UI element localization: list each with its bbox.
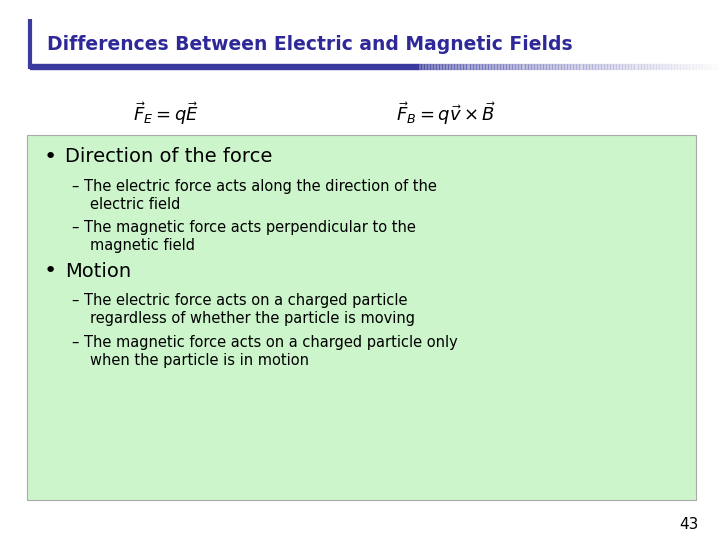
Text: $\vec{F}_E = q\vec{E}$: $\vec{F}_E = q\vec{E}$	[132, 100, 199, 127]
Text: •: •	[43, 146, 56, 167]
Text: – The electric force acts on a charged particle: – The electric force acts on a charged p…	[72, 293, 408, 308]
Text: magnetic field: magnetic field	[90, 238, 195, 253]
Text: when the particle is in motion: when the particle is in motion	[90, 353, 309, 368]
Text: – The electric force acts along the direction of the: – The electric force acts along the dire…	[72, 179, 437, 194]
Text: – The magnetic force acts on a charged particle only: – The magnetic force acts on a charged p…	[72, 335, 458, 350]
Text: electric field: electric field	[90, 197, 181, 212]
Text: – The magnetic force acts perpendicular to the: – The magnetic force acts perpendicular …	[72, 220, 416, 235]
Text: •: •	[43, 261, 56, 281]
Text: 43: 43	[679, 517, 698, 532]
Text: $\vec{F}_B = q\vec{v} \times \vec{B}$: $\vec{F}_B = q\vec{v} \times \vec{B}$	[397, 100, 496, 127]
Text: Differences Between Electric and Magnetic Fields: Differences Between Electric and Magneti…	[47, 35, 572, 54]
Text: Direction of the force: Direction of the force	[65, 147, 272, 166]
Text: Motion: Motion	[65, 261, 131, 281]
Text: regardless of whether the particle is moving: regardless of whether the particle is mo…	[90, 311, 415, 326]
FancyBboxPatch shape	[27, 135, 696, 500]
